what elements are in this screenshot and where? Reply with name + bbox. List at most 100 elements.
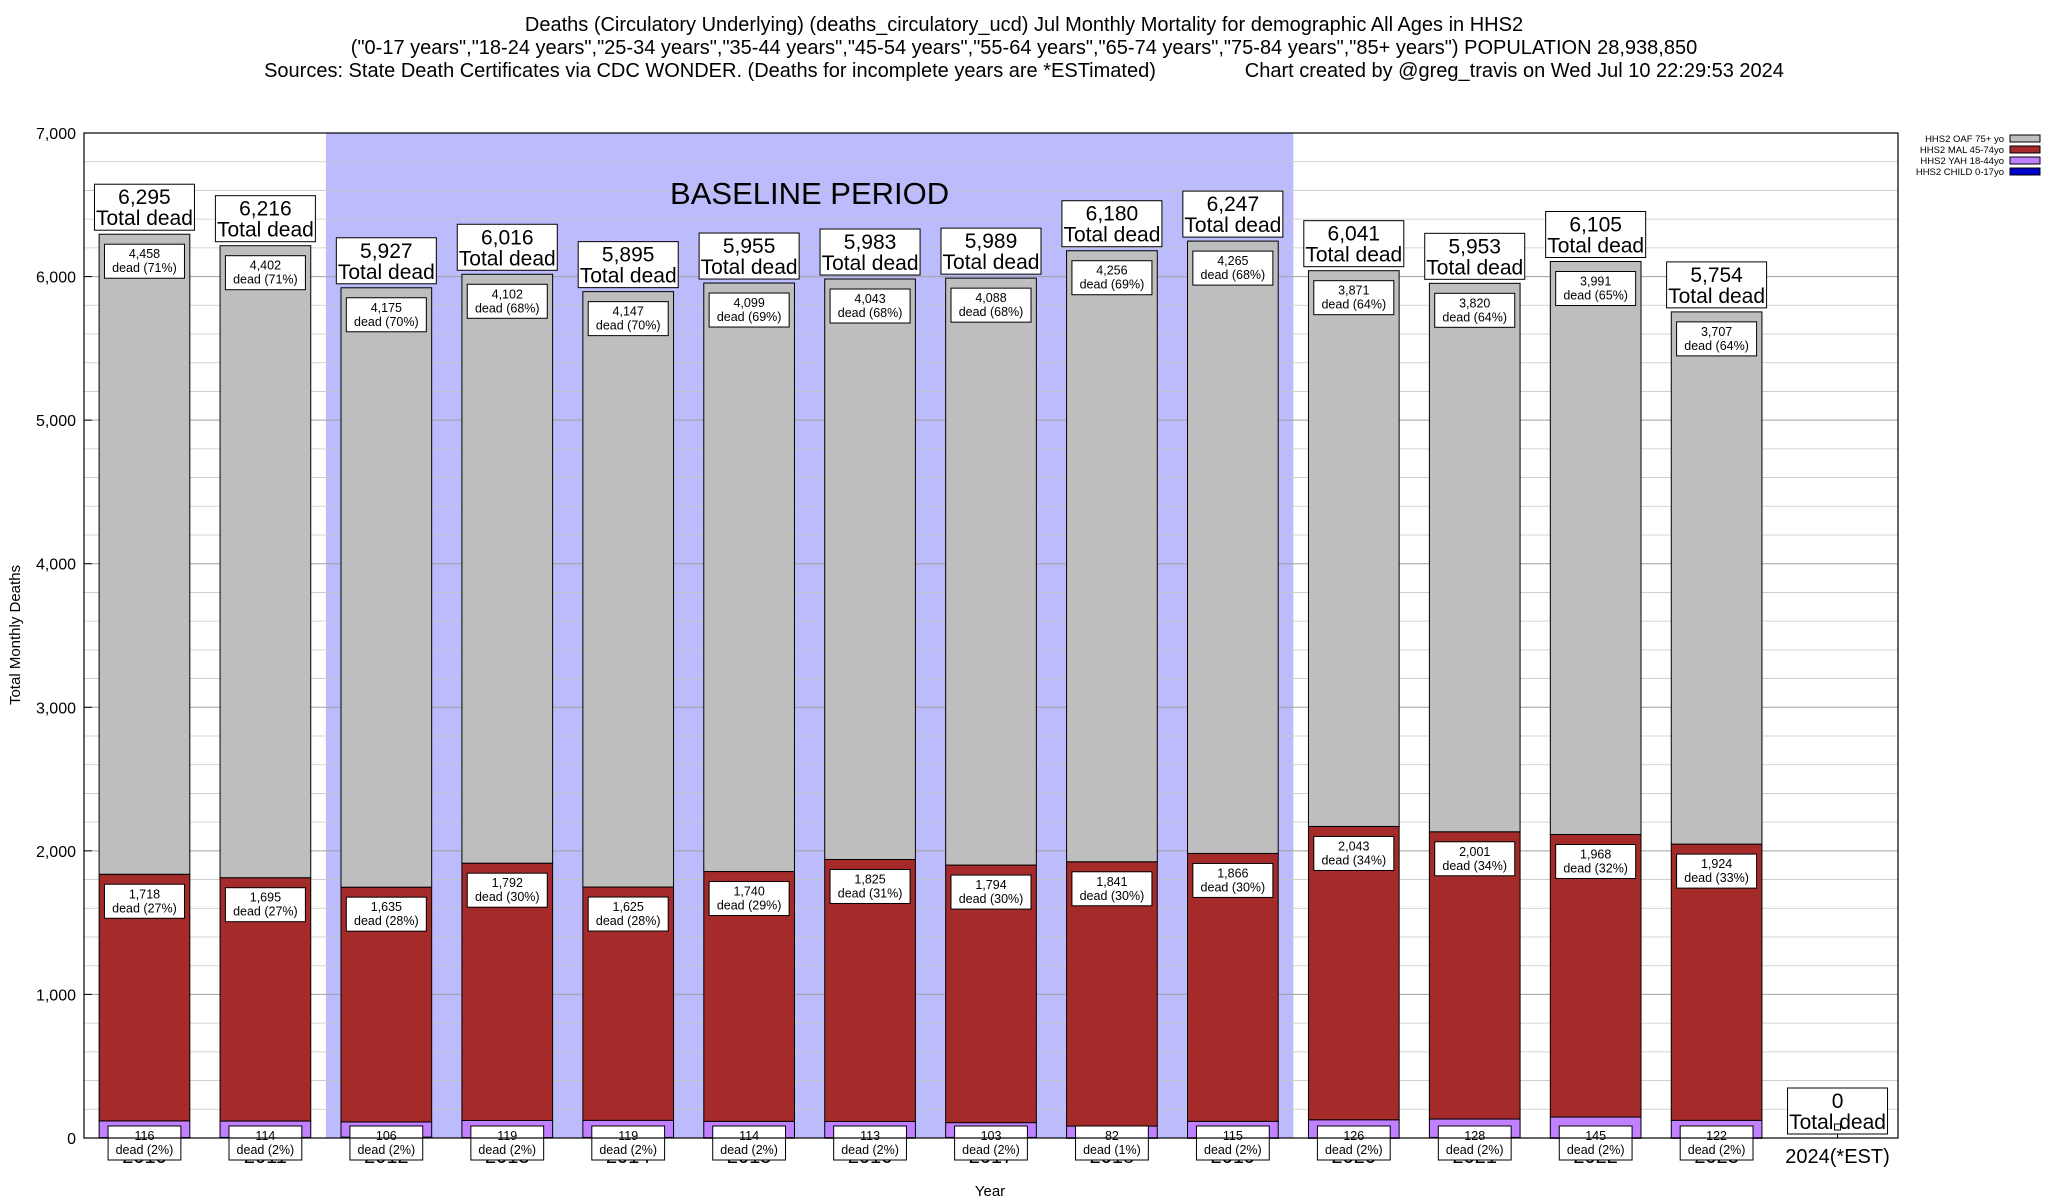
segment-label-18-44: 122 <box>1706 1129 1727 1143</box>
total-label-suffix: Total dead <box>701 256 798 279</box>
segment-label-45-74: dead (29%) <box>717 899 782 913</box>
segment-label-45-74: 1,968 <box>1580 847 1611 861</box>
total-label-suffix: Total dead <box>1547 234 1644 257</box>
segment-label-18-44: dead (2%) <box>116 1143 174 1157</box>
segment-label-18-44-box <box>1195 1125 1270 1161</box>
segment-label-75plus-box <box>103 243 185 279</box>
legend-swatch <box>2009 167 2041 176</box>
bar-segment <box>1428 831 1521 1120</box>
total-label-suffix: Total dead <box>1668 285 1765 308</box>
total-label-value: 0 <box>1832 1090 1844 1113</box>
segment-label-75plus-box <box>587 301 669 337</box>
segment-label-75plus: dead (69%) <box>717 310 782 324</box>
total-label-box <box>1182 190 1284 238</box>
total-label-suffix: Total dead <box>217 219 314 242</box>
segment-label-75plus-box <box>950 287 1032 323</box>
segment-label-75plus: dead (64%) <box>1442 310 1507 324</box>
total-label-value: 5,955 <box>723 235 776 258</box>
segment-label-18-44: dead (2%) <box>1446 1143 1504 1157</box>
total-label-suffix: Total dead <box>338 261 435 284</box>
segment-label-45-74: dead (30%) <box>475 890 540 904</box>
chart-title: Deaths (Circulatory Underlying) (deaths_… <box>524 14 1524 36</box>
segment-label-45-74-box <box>1071 871 1153 907</box>
segment-label-45-74-box <box>103 883 185 919</box>
segment-label-18-44: 113 <box>860 1129 880 1143</box>
total-label-box <box>93 183 195 231</box>
segment-label-18-44: 119 <box>497 1129 517 1143</box>
segment-label-75plus: dead (68%) <box>475 301 540 315</box>
segment-label-45-74: 2,043 <box>1338 839 1369 853</box>
y-tick-label: 3,000 <box>36 700 76 717</box>
segment-label-75plus-box <box>224 255 306 291</box>
segment-label-45-74: 1,825 <box>854 872 885 886</box>
segment-label-45-74: dead (31%) <box>838 886 903 900</box>
segment-label-45-74: 2,001 <box>1459 845 1490 859</box>
segment-label-75plus: dead (68%) <box>1201 268 1266 282</box>
segment-label-45-74: dead (30%) <box>1201 880 1266 894</box>
total-label-suffix: Total dead <box>943 251 1040 274</box>
segment-label-75plus: 4,265 <box>1217 254 1248 268</box>
chart-title-block: Deaths (Circulatory Underlying) (deaths_… <box>0 14 2048 83</box>
total-label-box <box>577 241 679 289</box>
segment-label-45-74-box <box>829 868 911 904</box>
segment-label-45-74: dead (28%) <box>596 914 661 928</box>
total-label-value: 6,247 <box>1207 193 1260 216</box>
segment-label-75plus-box <box>1313 280 1395 316</box>
bar-segment <box>98 233 191 875</box>
total-label-value: 6,016 <box>481 226 534 249</box>
segment-label-45-74: 1,866 <box>1217 866 1248 880</box>
segment-label-75plus-box <box>1071 260 1153 296</box>
segment-label-45-74: 1,718 <box>129 887 160 901</box>
segment-label-75plus-box <box>1555 270 1637 306</box>
y-axis-title: Total Monthly Deaths <box>7 565 24 705</box>
segment-label-18-44-box <box>833 1125 907 1161</box>
segment-label-18-44: 119 <box>618 1129 638 1143</box>
segment-label-75plus-box <box>1192 250 1274 286</box>
total-label-value: 6,180 <box>1086 203 1139 226</box>
segment-label-18-44: dead (2%) <box>841 1143 899 1157</box>
segment-label-45-74-box <box>1313 835 1395 871</box>
total-label-suffix: Total dead <box>822 252 919 275</box>
segment-label-18-44-box <box>1316 1125 1391 1161</box>
bar-segment <box>1428 282 1521 833</box>
segment-label-18-44: 145 <box>1585 1129 1606 1143</box>
segment-label-75plus: 4,043 <box>854 292 885 306</box>
segment-label-45-74-box <box>1676 853 1758 889</box>
segment-label-18-44-box <box>1437 1125 1512 1161</box>
bar-segment <box>1307 825 1400 1121</box>
segment-label-18-44: 115 <box>1223 1129 1243 1143</box>
segment-label-18-44: 116 <box>134 1129 154 1143</box>
segment-label-75plus: dead (64%) <box>1321 298 1386 312</box>
chart-subtitle-age-groups: ("0-17 years","18-24 years","25-34 years… <box>350 37 1698 59</box>
segment-label-75plus: dead (65%) <box>1563 288 1628 302</box>
segment-label-18-44: dead (2%) <box>1204 1143 1262 1157</box>
segment-label-45-74: dead (34%) <box>1321 853 1386 867</box>
segment-label-75plus-box <box>1434 292 1516 328</box>
bar-segment <box>703 282 795 873</box>
segment-label-18-44-box <box>470 1125 545 1161</box>
bar-segment <box>1187 240 1279 854</box>
bar-segment <box>340 287 433 888</box>
total-label-suffix: Total dead <box>580 265 677 288</box>
segment-label-75plus: dead (71%) <box>112 261 177 275</box>
total-label-value: 5,989 <box>965 230 1018 253</box>
y-tick-label: 4,000 <box>36 557 76 574</box>
total-label-box <box>456 223 558 271</box>
segment-label-18-44: dead (2%) <box>962 1143 1020 1157</box>
total-label-value: 5,983 <box>844 231 897 254</box>
chart-subtitle-sources: Sources: State Death Certificates via CD… <box>264 60 1784 82</box>
x-axis-title: Year <box>975 1183 1005 1200</box>
legend-swatch <box>2009 145 2041 154</box>
segment-label-75plus: dead (71%) <box>233 273 298 287</box>
segment-label-75plus: dead (70%) <box>354 315 419 329</box>
segment-label-45-74: dead (27%) <box>112 901 177 915</box>
segment-label-18-44-box <box>591 1125 666 1161</box>
segment-label-45-74: 1,841 <box>1096 875 1127 889</box>
segment-label-75plus: 4,147 <box>613 305 644 319</box>
segment-label-75plus: 4,102 <box>492 287 523 301</box>
segment-label-75plus-box <box>466 283 548 319</box>
segment-label-45-74-box <box>950 874 1032 910</box>
bar-segment <box>1066 250 1158 863</box>
bar-segment <box>1187 852 1279 1122</box>
total-label-suffix: Total dead <box>1184 214 1281 237</box>
